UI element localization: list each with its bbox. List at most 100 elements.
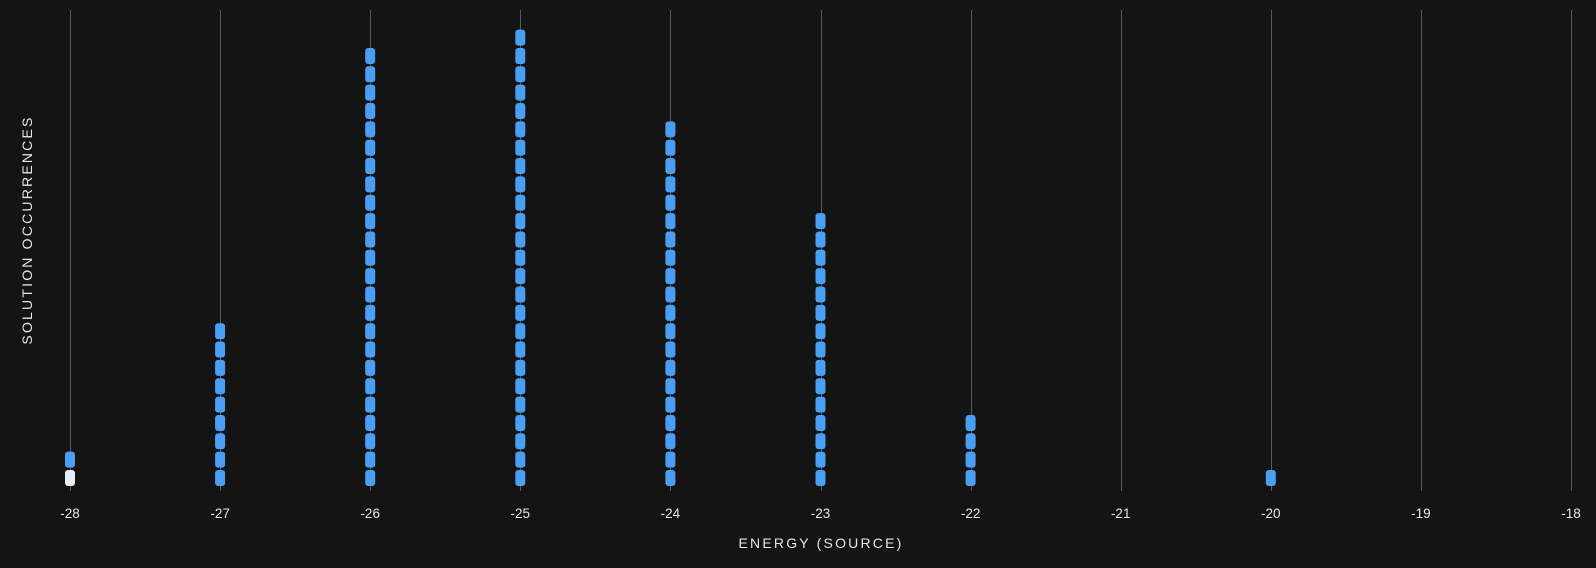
solution-dot[interactable]: [665, 249, 676, 266]
solution-dot[interactable]: [515, 66, 526, 83]
solution-dot[interactable]: [815, 341, 826, 358]
solution-dot[interactable]: [365, 451, 376, 468]
solution-dot[interactable]: [515, 249, 526, 266]
solution-dot[interactable]: [665, 268, 676, 285]
solution-dot[interactable]: [365, 139, 376, 156]
solution-dot[interactable]: [665, 396, 676, 413]
solution-dot[interactable]: [665, 139, 676, 156]
solution-dot[interactable]: [665, 378, 676, 395]
solution-dot[interactable]: [365, 213, 376, 230]
solution-dot[interactable]: [215, 433, 226, 450]
solution-dot[interactable]: [515, 359, 526, 376]
solution-dot[interactable]: [215, 341, 226, 358]
solution-dot[interactable]: [815, 433, 826, 450]
solution-dot[interactable]: [215, 451, 226, 468]
solution-dot[interactable]: [515, 121, 526, 138]
solution-dot[interactable]: [365, 414, 376, 431]
solution-dot[interactable]: [365, 47, 376, 64]
solution-dot[interactable]: [815, 378, 826, 395]
solution-dot[interactable]: [665, 158, 676, 175]
solution-dot[interactable]: [365, 396, 376, 413]
solution-dot[interactable]: [365, 341, 376, 358]
solution-dot[interactable]: [515, 341, 526, 358]
solution-dot[interactable]: [815, 286, 826, 303]
solution-dot[interactable]: [965, 451, 976, 468]
solution-dot[interactable]: [965, 414, 976, 431]
solution-dot[interactable]: [365, 268, 376, 285]
solution-dot[interactable]: [815, 249, 826, 266]
solution-dot[interactable]: [515, 103, 526, 119]
solution-dot[interactable]: [815, 396, 826, 413]
highlighted-solution-dot[interactable]: [65, 470, 75, 486]
solution-dot[interactable]: [365, 323, 376, 340]
solution-dot[interactable]: [215, 414, 226, 431]
solution-dot[interactable]: [515, 396, 526, 413]
solution-dot[interactable]: [515, 139, 526, 156]
solution-dot[interactable]: [215, 396, 226, 413]
solution-dot[interactable]: [665, 231, 676, 248]
solution-dot[interactable]: [815, 470, 826, 486]
solution-dot[interactable]: [515, 29, 526, 46]
solution-dot[interactable]: [65, 451, 75, 468]
solution-dot[interactable]: [215, 323, 226, 340]
solution-dot[interactable]: [515, 286, 526, 303]
solution-dot[interactable]: [515, 304, 526, 321]
solution-dot[interactable]: [815, 451, 826, 468]
solution-dot[interactable]: [365, 304, 376, 321]
solution-dot[interactable]: [665, 194, 676, 211]
solution-dot[interactable]: [515, 213, 526, 230]
solution-dot[interactable]: [515, 84, 526, 101]
solution-dot[interactable]: [365, 433, 376, 450]
solution-dot[interactable]: [515, 323, 526, 340]
solution-dot[interactable]: [815, 231, 826, 248]
solution-dot[interactable]: [515, 433, 526, 450]
solution-dot[interactable]: [365, 194, 376, 211]
solution-dot[interactable]: [365, 103, 376, 119]
solution-dot[interactable]: [515, 414, 526, 431]
solution-dot[interactable]: [815, 414, 826, 431]
solution-dot[interactable]: [815, 268, 826, 285]
solution-dot[interactable]: [1265, 470, 1276, 486]
solution-dot[interactable]: [365, 378, 376, 395]
solution-dot[interactable]: [665, 359, 676, 376]
solution-dot[interactable]: [815, 323, 826, 340]
solution-dot[interactable]: [215, 378, 226, 395]
solution-dot[interactable]: [815, 213, 826, 230]
solution-dot[interactable]: [365, 286, 376, 303]
solution-dot[interactable]: [665, 451, 676, 468]
solution-dot[interactable]: [815, 304, 826, 321]
solution-dot[interactable]: [515, 158, 526, 175]
solution-dot[interactable]: [665, 470, 676, 486]
solution-dot[interactable]: [665, 433, 676, 450]
solution-dot[interactable]: [365, 231, 376, 248]
solution-dot[interactable]: [665, 286, 676, 303]
solution-dot[interactable]: [815, 359, 826, 376]
solution-dot[interactable]: [515, 47, 526, 64]
solution-dot[interactable]: [365, 121, 376, 138]
solution-dot[interactable]: [665, 341, 676, 358]
solution-dot[interactable]: [365, 158, 376, 175]
solution-dot[interactable]: [365, 359, 376, 376]
solution-dot[interactable]: [665, 414, 676, 431]
solution-dot[interactable]: [515, 231, 526, 248]
solution-dot[interactable]: [215, 470, 226, 486]
solution-dot[interactable]: [515, 378, 526, 395]
solution-dot[interactable]: [665, 304, 676, 321]
solution-dot[interactable]: [965, 470, 976, 486]
solution-dot[interactable]: [515, 451, 526, 468]
solution-dot[interactable]: [365, 84, 376, 101]
solution-dot[interactable]: [665, 213, 676, 230]
solution-dot[interactable]: [365, 176, 376, 193]
solution-dot[interactable]: [515, 194, 526, 211]
solution-dot[interactable]: [365, 249, 376, 266]
solution-dot[interactable]: [665, 323, 676, 340]
solution-dot[interactable]: [515, 176, 526, 193]
solution-dot[interactable]: [365, 470, 376, 486]
solution-dot[interactable]: [965, 433, 976, 450]
solution-dot[interactable]: [215, 359, 226, 376]
solution-dot[interactable]: [665, 176, 676, 193]
solution-dot[interactable]: [515, 268, 526, 285]
solution-dot[interactable]: [515, 470, 526, 486]
solution-dot[interactable]: [665, 121, 676, 138]
solution-dot[interactable]: [365, 66, 376, 83]
